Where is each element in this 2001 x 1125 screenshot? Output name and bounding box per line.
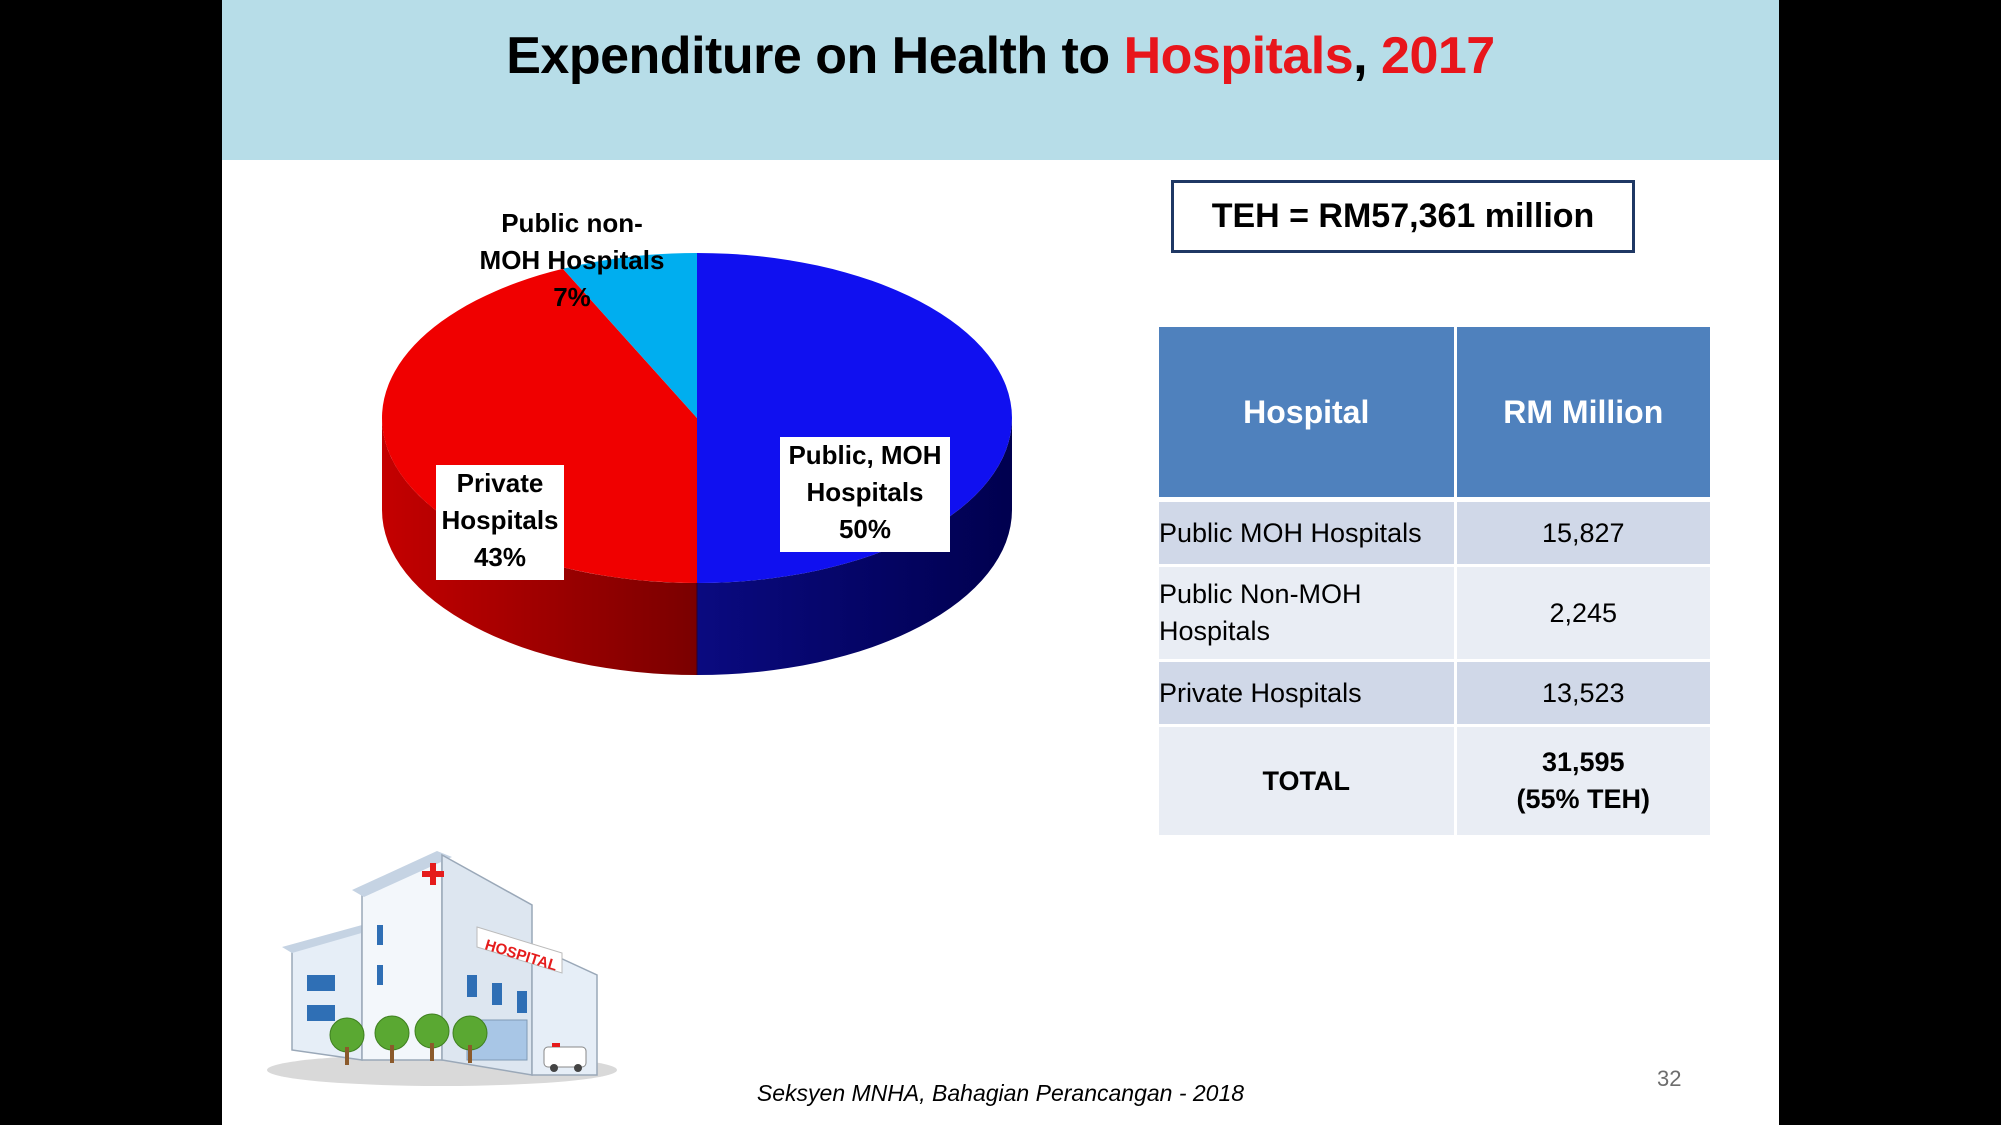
- cell-value: 13,523: [1455, 660, 1710, 727]
- title-year: 2017: [1381, 27, 1495, 85]
- cell-hospital: Public MOH Hospitals: [1159, 499, 1457, 567]
- label-public-moh: Public, MOH Hospitals 50%: [780, 437, 950, 552]
- pie-chart-area: Public non- MOH Hospitals 7% Public, MOH…: [222, 160, 1122, 860]
- label-moh-line2: Hospitals: [806, 477, 924, 507]
- table-row: Private Hospitals 13,523: [1159, 660, 1710, 727]
- pie-side-private-hospitals: [382, 418, 697, 675]
- table-total-row: TOTAL 31,595 (55% TEH): [1159, 725, 1710, 838]
- label-private-line1: Private: [456, 468, 544, 498]
- label-private-value: 43%: [473, 542, 527, 572]
- title-band: [222, 0, 1779, 160]
- title-highlight: Hospitals: [1123, 27, 1354, 85]
- cell-total-value: 31,595 (55% TEH): [1455, 725, 1710, 838]
- label-private: Private Hospitals 43%: [436, 465, 564, 580]
- cell-hospital: Public Non-MOH Hospitals: [1159, 565, 1457, 662]
- hospital-expenditure-table: Hospital RM Million Public MOH Hospitals…: [1159, 327, 1710, 838]
- cell-hospital: Private Hospitals: [1159, 660, 1457, 727]
- slide: Expenditure on Health to Hospitals, 2017…: [222, 0, 1779, 1125]
- label-non-moh-value: 7%: [553, 282, 591, 312]
- footer-source: Seksyen MNHA, Bahagian Perancangan - 201…: [756, 1080, 1245, 1106]
- cell-hospital-line2: Hospitals: [1159, 616, 1271, 646]
- cell-hospital-line1: Public Non-MOH: [1159, 579, 1362, 609]
- total-value-line1: 31,595: [1541, 747, 1625, 777]
- cell-value: 2,245: [1455, 565, 1710, 662]
- pie-sides: [382, 418, 1012, 675]
- title-prefix: Expenditure on Health to: [506, 27, 1124, 85]
- hospital-building-icon: HOSPITAL: [267, 851, 617, 1086]
- label-non-moh-line2: MOH Hospitals: [479, 245, 665, 275]
- pie-slice-public-non-moh-hospitals: [562, 253, 697, 418]
- title-separator: ,: [1353, 27, 1382, 85]
- table-row: Public MOH Hospitals 15,827: [1159, 499, 1710, 567]
- header-hospital: Hospital: [1159, 327, 1457, 502]
- cell-total-label: TOTAL: [1159, 725, 1457, 838]
- teh-total-box: TEH = RM57,361 million: [1171, 180, 1635, 253]
- label-private-line2: Hospitals: [441, 505, 559, 535]
- cell-value: 15,827: [1455, 499, 1710, 567]
- header-rm-million: RM Million: [1455, 327, 1710, 502]
- page-number: 32: [1657, 1066, 1682, 1091]
- total-value-line2: (55% TEH): [1516, 784, 1651, 814]
- label-moh-line1: Public, MOH: [788, 440, 942, 470]
- label-moh-value: 50%: [838, 514, 892, 544]
- label-public-non-moh: Public non- MOH Hospitals 7%: [447, 205, 697, 316]
- pie-chart: [382, 253, 1012, 675]
- label-non-moh-line1: Public non-: [501, 208, 643, 238]
- table-row: Public Non-MOH Hospitals 2,245: [1159, 565, 1710, 662]
- pie-side-public-moh-hospitals: [697, 418, 1012, 675]
- slide-title: Expenditure on Health to Hospitals, 2017: [222, 26, 1779, 86]
- table-header-row: Hospital RM Million: [1159, 327, 1710, 502]
